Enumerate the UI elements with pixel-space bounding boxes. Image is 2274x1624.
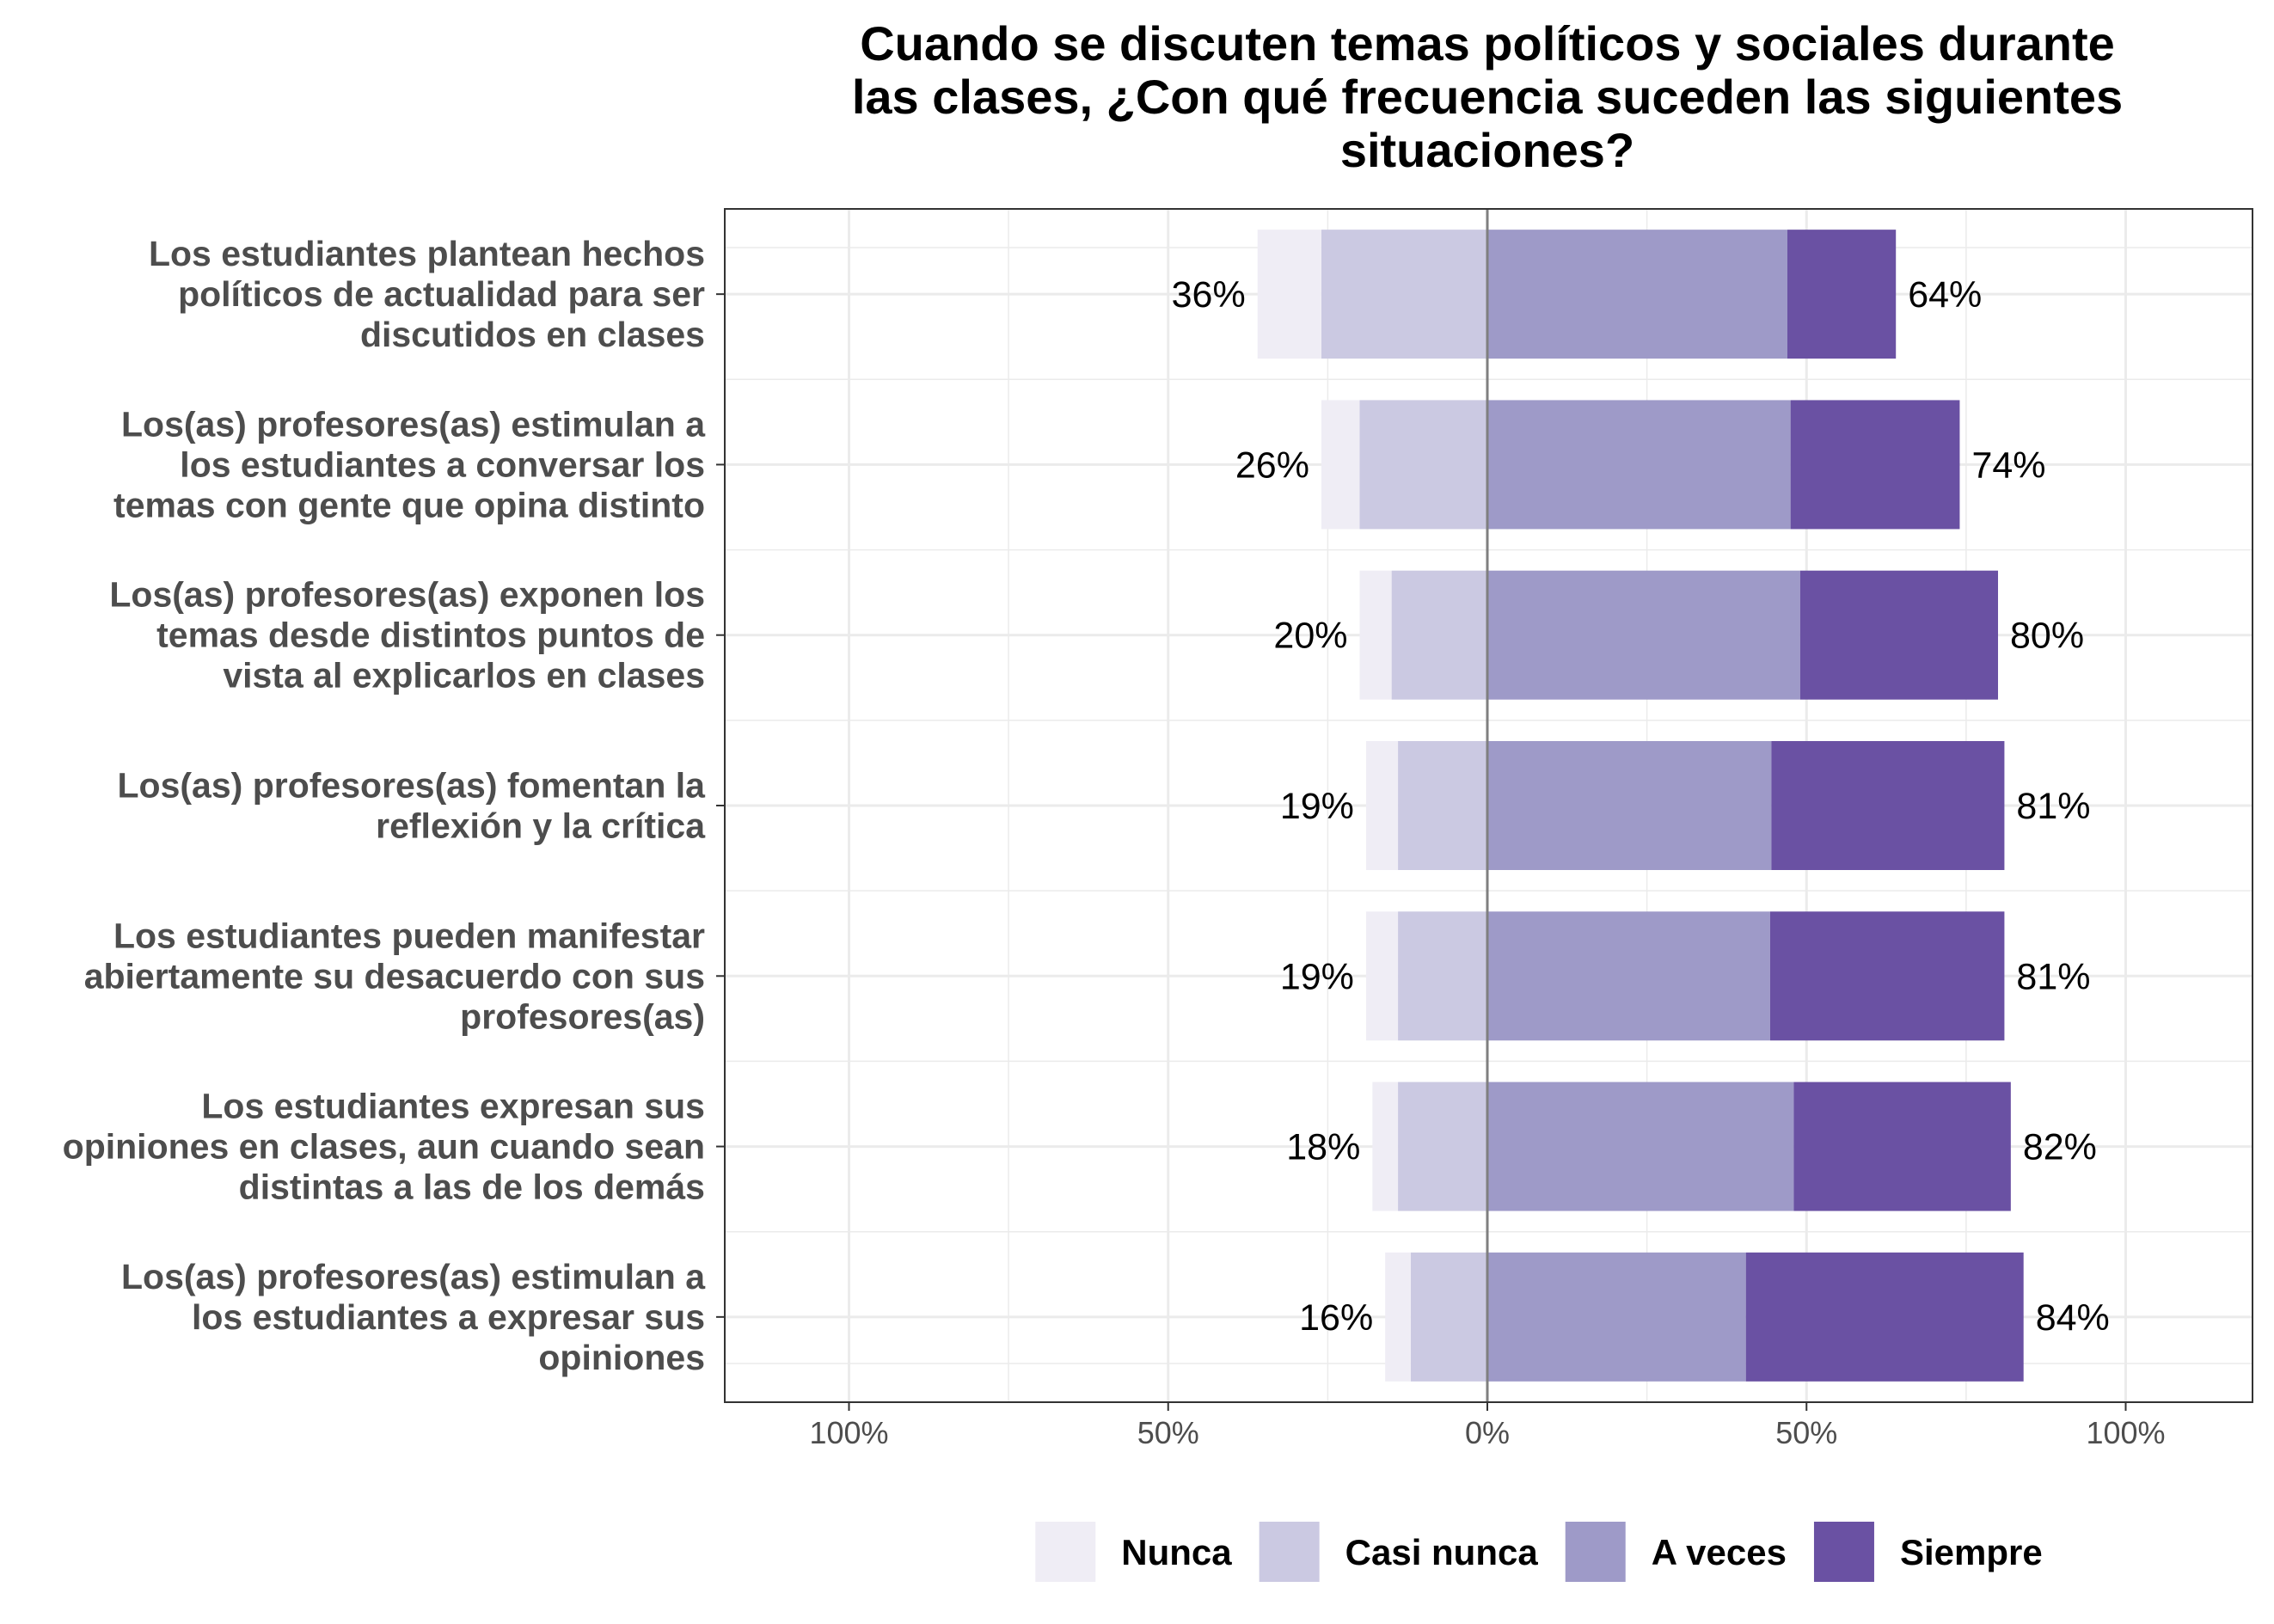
category-label-line: discutidos en clases	[360, 315, 705, 354]
category-label-line: distintas a las de los demás	[239, 1167, 705, 1207]
x-tick-label: 50%	[1137, 1415, 1199, 1450]
bar-nunca	[1321, 400, 1360, 530]
bar-siempre	[1799, 570, 1998, 700]
legend-label: A veces	[1652, 1532, 1787, 1572]
bar-nunca	[1385, 1252, 1411, 1382]
positive-total-label: 80%	[2010, 616, 2084, 657]
positive-total-label: 64%	[1908, 274, 1982, 316]
category-label-line: Los(as) profesores(as) exponen los	[109, 575, 705, 615]
bar-a-veces	[1487, 1082, 1794, 1211]
negative-total-label: 36%	[1172, 274, 1246, 316]
category-label-line: abiertamente su desacuerdo con sus	[84, 956, 705, 996]
negative-total-label: 19%	[1280, 786, 1354, 827]
bar-siempre	[1771, 741, 2005, 870]
legend-label: Siempre	[1900, 1532, 2043, 1572]
negative-total-label: 18%	[1286, 1127, 1360, 1168]
bar-nunca	[1257, 230, 1321, 359]
category-label-line: los estudiantes a conversar los	[180, 444, 705, 484]
category-label-line: Los(as) profesores(as) estimulan a	[121, 404, 706, 444]
bar-nunca	[1372, 1082, 1399, 1211]
negative-total-label: 20%	[1273, 616, 1347, 657]
x-tick-label: 100%	[2086, 1415, 2165, 1450]
positive-total-label: 82%	[2023, 1127, 2097, 1168]
category-label-line: políticos de actualidad para ser	[178, 274, 705, 314]
bar-siempre	[1787, 230, 1897, 359]
category-label-line: Los estudiantes expresan sus	[201, 1087, 705, 1126]
category-label-line: vista al explicarlos en clases	[223, 656, 705, 696]
legend-key	[1035, 1522, 1096, 1582]
bar-a-veces	[1487, 570, 1800, 700]
category-label-line: Los estudiantes plantean hechos	[149, 234, 705, 273]
category-label-line: opiniones	[538, 1338, 705, 1377]
chart-title-line: las clases, ¿Con qué frecuencia suceden …	[852, 70, 2123, 124]
bar-siempre	[1745, 1252, 2024, 1382]
category-label-line: profesores(as)	[460, 996, 705, 1036]
legend-key	[1259, 1522, 1320, 1582]
category-label-line: los estudiantes a expresar sus	[192, 1297, 705, 1337]
positive-total-label: 74%	[1971, 444, 2045, 486]
bar-a-veces	[1487, 1252, 1746, 1382]
negative-total-label: 16%	[1299, 1297, 1373, 1339]
legend: Nunca Casi nunca A veces Siempre	[1035, 1522, 2043, 1582]
x-tick-label: 0%	[1465, 1415, 1510, 1450]
x-tick-label: 50%	[1775, 1415, 1837, 1450]
bar-casi-nunca	[1321, 230, 1487, 359]
y-axis-labels: Los estudiantes plantean hechospolíticos…	[63, 234, 725, 1377]
category-label-line: Los(as) profesores(as) fomentan la	[118, 766, 707, 806]
negative-total-label: 19%	[1280, 956, 1354, 997]
bar-nunca	[1365, 741, 1399, 870]
negative-total-label: 26%	[1235, 444, 1309, 486]
bar-nunca	[1365, 911, 1399, 1041]
positive-total-label: 81%	[2016, 956, 2090, 997]
bar-casi-nunca	[1398, 741, 1487, 870]
positive-total-label: 81%	[2016, 786, 2090, 827]
bar-a-veces	[1487, 230, 1787, 359]
bar-nunca	[1359, 570, 1392, 700]
x-axis-ticks: 100% 50% 0% 50% 100%	[809, 1402, 2166, 1450]
legend-key	[1565, 1522, 1626, 1582]
x-tick-label: 100%	[809, 1415, 888, 1450]
bar-siempre	[1793, 1082, 2011, 1211]
bar-a-veces	[1487, 400, 1791, 530]
chart-title-line: Cuando se discuten temas políticos y soc…	[860, 16, 2115, 70]
legend-key	[1813, 1522, 1874, 1582]
chart-title: Cuando se discuten temas políticos y soc…	[852, 16, 2123, 177]
category-label-line: Los(as) profesores(as) estimulan a	[121, 1257, 706, 1296]
legend-label: Casi nunca	[1345, 1532, 1539, 1572]
bar-casi-nunca	[1359, 400, 1487, 530]
bar-casi-nunca	[1410, 1252, 1487, 1382]
bar-siempre	[1790, 400, 1960, 530]
category-label-line: temas con gente que opina distinto	[113, 485, 705, 524]
bars	[1257, 230, 2024, 1382]
bar-a-veces	[1487, 741, 1772, 870]
category-label-line: Los estudiantes pueden manifestar	[113, 916, 705, 955]
bar-casi-nunca	[1398, 1082, 1487, 1211]
category-label-line: opiniones en clases, aun cuando sean	[63, 1127, 705, 1167]
bar-casi-nunca	[1398, 911, 1487, 1041]
legend-label: Nunca	[1121, 1532, 1232, 1572]
bar-siempre	[1769, 911, 2005, 1041]
bar-casi-nunca	[1391, 570, 1487, 700]
bar-a-veces	[1487, 911, 1770, 1041]
chart-title-line: situaciones?	[1340, 123, 1634, 177]
category-label-line: reflexión y la crítica	[376, 806, 706, 846]
data-labels: 36% 64% 26% 74% 20% 80% 19% 81% 19% 81% 18% 82% 16% 8…	[1172, 274, 2110, 1339]
category-label-line: temas desde distintos puntos de	[156, 616, 705, 655]
positive-total-label: 84%	[2036, 1297, 2110, 1339]
